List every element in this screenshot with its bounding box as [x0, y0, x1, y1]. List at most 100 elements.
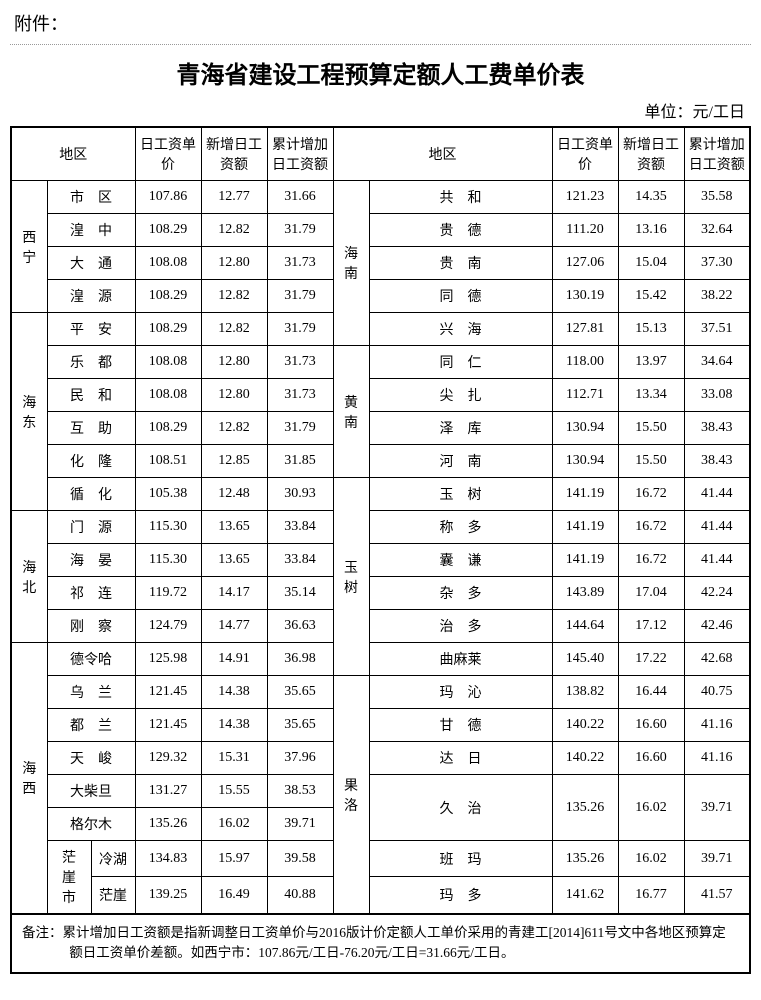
- value-cell: 31.79: [267, 313, 333, 346]
- value-cell: 12.80: [201, 247, 267, 280]
- table-row: 都 兰121.4514.3835.65甘 德140.2216.6041.16: [11, 709, 750, 742]
- value-cell: 31.79: [267, 214, 333, 247]
- value-cell: 138.82: [552, 676, 618, 709]
- value-cell: 134.83: [135, 841, 201, 877]
- value-cell: 15.13: [618, 313, 684, 346]
- table-row: 民 和108.0812.8031.73尖 扎112.7113.3433.08: [11, 379, 750, 412]
- value-cell: 12.80: [201, 379, 267, 412]
- unit-label: 单位：元/工日: [10, 96, 751, 126]
- county-cell-right: 久 治: [369, 775, 552, 841]
- county-cell-left: 格尔木: [47, 808, 135, 841]
- value-cell: 130.94: [552, 445, 618, 478]
- value-cell: 32.64: [684, 214, 750, 247]
- value-cell: 12.82: [201, 412, 267, 445]
- subregion-cell: 茫崖市: [47, 841, 91, 915]
- value-cell: 33.84: [267, 511, 333, 544]
- value-cell: 35.65: [267, 676, 333, 709]
- county-cell-left: 祁 连: [47, 577, 135, 610]
- value-cell: 16.72: [618, 478, 684, 511]
- value-cell: 35.14: [267, 577, 333, 610]
- value-cell: 135.26: [552, 841, 618, 877]
- value-cell: 140.22: [552, 709, 618, 742]
- table-row: 天 峻129.3215.3137.96达 日140.2216.6041.16: [11, 742, 750, 775]
- value-cell: 14.38: [201, 676, 267, 709]
- value-cell: 42.24: [684, 577, 750, 610]
- county-cell-right: 达 日: [369, 742, 552, 775]
- value-cell: 16.77: [618, 877, 684, 914]
- table-row: 大 通108.0812.8031.73贵 南127.0615.0437.30: [11, 247, 750, 280]
- county-cell-right: 共 和: [369, 181, 552, 214]
- value-cell: 125.98: [135, 643, 201, 676]
- value-cell: 16.49: [201, 877, 267, 914]
- value-cell: 16.02: [618, 775, 684, 841]
- value-cell: 139.25: [135, 877, 201, 914]
- table-row: 湟 中108.2912.8231.79贵 德111.2013.1632.64: [11, 214, 750, 247]
- value-cell: 141.19: [552, 478, 618, 511]
- value-cell: 13.16: [618, 214, 684, 247]
- value-cell: 111.20: [552, 214, 618, 247]
- value-cell: 16.60: [618, 709, 684, 742]
- value-cell: 14.77: [201, 610, 267, 643]
- value-cell: 140.22: [552, 742, 618, 775]
- value-cell: 15.31: [201, 742, 267, 775]
- th-new-daily-left: 新增日工资额: [201, 127, 267, 181]
- value-cell: 15.04: [618, 247, 684, 280]
- value-cell: 39.58: [267, 841, 333, 877]
- table-row: 海 晏115.3013.6533.84囊 谦141.1916.7241.44: [11, 544, 750, 577]
- region-cell-right: 海南: [333, 181, 369, 346]
- value-cell: 108.08: [135, 346, 201, 379]
- value-cell: 141.62: [552, 877, 618, 914]
- value-cell: 12.82: [201, 313, 267, 346]
- value-cell: 119.72: [135, 577, 201, 610]
- value-cell: 12.80: [201, 346, 267, 379]
- value-cell: 38.43: [684, 445, 750, 478]
- value-cell: 33.84: [267, 544, 333, 577]
- value-cell: 13.97: [618, 346, 684, 379]
- th-cum-daily-left: 累计增加日工资额: [267, 127, 333, 181]
- table-row: 茫崖市冷湖134.8315.9739.58班 玛135.2616.0239.71: [11, 841, 750, 877]
- table-row: 海东平 安108.2912.8231.79兴 海127.8115.1337.51: [11, 313, 750, 346]
- value-cell: 14.38: [201, 709, 267, 742]
- county-cell-right: 玉 树: [369, 478, 552, 511]
- county-cell-right: 兴 海: [369, 313, 552, 346]
- county-cell-left: 海 晏: [47, 544, 135, 577]
- value-cell: 12.77: [201, 181, 267, 214]
- value-cell: 135.26: [135, 808, 201, 841]
- value-cell: 115.30: [135, 511, 201, 544]
- value-cell: 108.29: [135, 280, 201, 313]
- value-cell: 13.65: [201, 511, 267, 544]
- value-cell: 14.35: [618, 181, 684, 214]
- value-cell: 130.19: [552, 280, 618, 313]
- value-cell: 37.51: [684, 313, 750, 346]
- county-cell-left: 大柴旦: [47, 775, 135, 808]
- table-row: 循 化105.3812.4830.93玉树玉 树141.1916.7241.44: [11, 478, 750, 511]
- table-row: 化 隆108.5112.8531.85河 南130.9415.5038.43: [11, 445, 750, 478]
- th-cum-daily-right: 累计增加日工资额: [684, 127, 750, 181]
- table-row: 乌 兰121.4514.3835.65果洛玛 沁138.8216.4440.75: [11, 676, 750, 709]
- county-cell-right: 囊 谦: [369, 544, 552, 577]
- county-cell-right: 泽 库: [369, 412, 552, 445]
- county-cell-left: 平 安: [47, 313, 135, 346]
- county-cell-left: 天 峻: [47, 742, 135, 775]
- table-row: 乐 都108.0812.8031.73黄南同 仁118.0013.9734.64: [11, 346, 750, 379]
- value-cell: 37.96: [267, 742, 333, 775]
- county-cell-left: 循 化: [47, 478, 135, 511]
- value-cell: 107.86: [135, 181, 201, 214]
- value-cell: 30.93: [267, 478, 333, 511]
- value-cell: 41.44: [684, 544, 750, 577]
- county-cell-left: 刚 察: [47, 610, 135, 643]
- value-cell: 144.64: [552, 610, 618, 643]
- value-cell: 12.82: [201, 280, 267, 313]
- value-cell: 41.44: [684, 511, 750, 544]
- value-cell: 127.06: [552, 247, 618, 280]
- value-cell: 13.34: [618, 379, 684, 412]
- value-cell: 141.19: [552, 544, 618, 577]
- value-cell: 118.00: [552, 346, 618, 379]
- value-cell: 34.64: [684, 346, 750, 379]
- footnote: 备注：累计增加日工资额是指新调整日工资单价与2016版计价定额人工单价采用的青建…: [10, 915, 751, 974]
- region-cell-right: 玉树: [333, 478, 369, 676]
- value-cell: 41.16: [684, 709, 750, 742]
- value-cell: 108.29: [135, 412, 201, 445]
- value-cell: 141.19: [552, 511, 618, 544]
- value-cell: 127.81: [552, 313, 618, 346]
